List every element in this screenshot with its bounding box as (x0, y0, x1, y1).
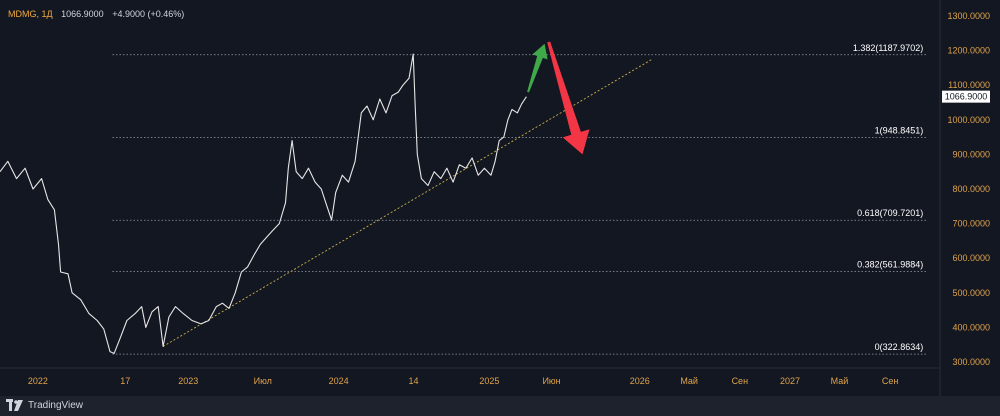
y-tick-label: 300.0000 (952, 357, 990, 367)
y-tick-label: 1000.0000 (947, 115, 990, 125)
x-tick-label: Сен (732, 376, 749, 386)
arrow-down-icon (547, 41, 590, 155)
y-tick-label: 500.0000 (952, 288, 990, 298)
x-tick-label: 17 (120, 376, 130, 386)
y-tick-label: 900.0000 (952, 149, 990, 159)
y-tick-label: 1200.0000 (947, 46, 990, 56)
y-tick-label: 700.0000 (952, 219, 990, 229)
x-tick-label: 14 (409, 376, 419, 386)
arrow-up-icon (527, 43, 548, 93)
x-tick-label: 2025 (479, 376, 499, 386)
last-price-label: 1066.9000 (61, 9, 104, 19)
y-tick-label: 800.0000 (952, 184, 990, 194)
x-tick-label: Май (680, 376, 698, 386)
price-change-label: +4.9000 (+0.46%) (112, 9, 185, 19)
y-tick-label: 1100.0000 (948, 80, 990, 90)
last-price-tag (942, 90, 990, 103)
x-tick-label: 2024 (329, 376, 349, 386)
symbol-header: MDMG, 1Д 1066.9000 +4.9000 (+0.46%) (8, 9, 190, 19)
x-tick-label: Сен (882, 376, 899, 386)
tradingview-logo-icon[interactable] (6, 399, 24, 412)
fib-level-label: 1.382(1187.9702) (853, 43, 923, 53)
fib-level-label: 0(322.8634) (875, 342, 924, 352)
y-tick-label: 1300.0000 (947, 11, 990, 21)
symbol-label[interactable]: MDMG, 1Д (8, 9, 53, 19)
fib-level-label: 0.618(709.7201) (857, 208, 923, 218)
y-tick-label: 600.0000 (952, 253, 990, 263)
x-tick-label: 2022 (28, 376, 48, 386)
x-tick-label: 2026 (630, 376, 650, 386)
footer-bar: TradingView (0, 396, 1000, 416)
x-tick-label: Июн (542, 376, 560, 386)
fib-level-label: 0.382(561.9884) (857, 259, 923, 269)
brand-name[interactable]: TradingView (28, 400, 84, 411)
last-price-tag-label: 1066.9000 (945, 92, 988, 102)
price-series-line (0, 53, 527, 354)
fib-level-label: 1(948.8451) (875, 125, 924, 135)
y-tick-label: 400.0000 (952, 322, 990, 332)
x-tick-label: Июл (254, 376, 272, 386)
x-tick-label: Май (831, 376, 849, 386)
trend-line (162, 58, 653, 347)
x-tick-label: 2027 (780, 376, 800, 386)
x-tick-label: 2023 (178, 376, 198, 386)
